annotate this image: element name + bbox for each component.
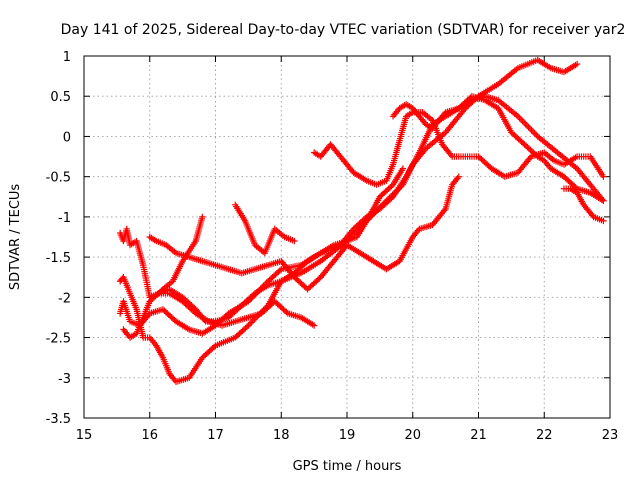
data-point: [387, 193, 395, 200]
data-point: [589, 212, 596, 219]
data-point: [526, 125, 534, 132]
data-point: [389, 191, 396, 199]
data-point: [516, 114, 523, 122]
x-tick-label: 16: [141, 428, 158, 443]
data-series: [116, 56, 607, 385]
data-point: [310, 322, 318, 329]
y-tick-label: -0.5: [46, 171, 71, 186]
data-point: [519, 117, 526, 125]
data-point: [398, 182, 405, 190]
data-point: [522, 120, 529, 128]
x-tick-label: 21: [470, 428, 487, 443]
series-track-8: [310, 109, 607, 188]
data-point: [276, 267, 283, 274]
chart-title: Day 141 of 2025, Sidereal Day-to-day VTE…: [61, 22, 626, 38]
series-track-7: [232, 201, 298, 257]
data-point: [520, 119, 528, 126]
data-point: [573, 60, 581, 68]
data-point: [392, 188, 399, 196]
data-point: [529, 128, 537, 136]
data-point: [210, 343, 218, 351]
data-point: [396, 184, 404, 191]
data-point: [199, 213, 206, 221]
data-point: [283, 308, 290, 316]
y-tick-label: -1.5: [46, 251, 71, 266]
data-point: [291, 237, 298, 245]
data-point: [531, 130, 538, 137]
y-tick-label: -1: [58, 211, 71, 226]
y-tick-label: -2.5: [46, 332, 71, 347]
x-tick-label: 17: [207, 428, 224, 443]
data-point: [386, 194, 393, 202]
data-point: [399, 165, 407, 172]
x-tick-label: 23: [602, 428, 619, 443]
y-tick-label: -2: [58, 291, 71, 306]
data-point: [316, 275, 323, 282]
data-point: [525, 123, 532, 131]
data-point: [600, 217, 607, 225]
x-tick-label: 20: [404, 428, 421, 443]
data-point: [528, 127, 535, 134]
data-point: [600, 197, 607, 204]
series-track-5: [120, 213, 206, 341]
series-track-4: [146, 173, 462, 293]
data-point: [246, 320, 254, 328]
y-tick-label: -3.5: [46, 412, 71, 427]
series-track-9: [389, 93, 607, 204]
data-point: [447, 151, 455, 159]
plot-frame: [83, 55, 611, 419]
data-point: [395, 185, 402, 193]
data-point: [383, 197, 390, 204]
data-point: [390, 190, 398, 197]
y-axis-label: SDTVAR / TECUs: [8, 184, 23, 291]
x-tick-label: 19: [339, 428, 356, 443]
series-track-6: [146, 290, 318, 329]
data-point: [517, 116, 525, 123]
x-tick-label: 22: [536, 428, 553, 443]
series-track-2: [116, 56, 581, 385]
data-point: [384, 196, 392, 203]
data-point: [532, 131, 540, 139]
y-tick-label: 0: [63, 130, 71, 145]
axis-ticks: 15 16 17 18 19 20 21 22 23 1 0.5 0 -0.5 -1 -1.5 -2 -2.5 -…: [46, 50, 619, 443]
y-tick-label: -3: [58, 372, 71, 387]
data-point: [600, 173, 607, 180]
data-point: [248, 319, 255, 326]
x-tick-label: 15: [76, 428, 93, 443]
y-tick-label: 0.5: [50, 90, 71, 105]
data-point: [523, 122, 531, 129]
series-track-10: [560, 185, 607, 225]
x-axis-label: GPS time / hours: [293, 459, 402, 474]
data-point: [455, 173, 462, 180]
data-point: [393, 187, 401, 194]
y-tick-label: 1: [63, 50, 71, 65]
series-track-1: [116, 93, 607, 337]
data-point: [243, 323, 251, 331]
x-tick-label: 18: [273, 428, 290, 443]
